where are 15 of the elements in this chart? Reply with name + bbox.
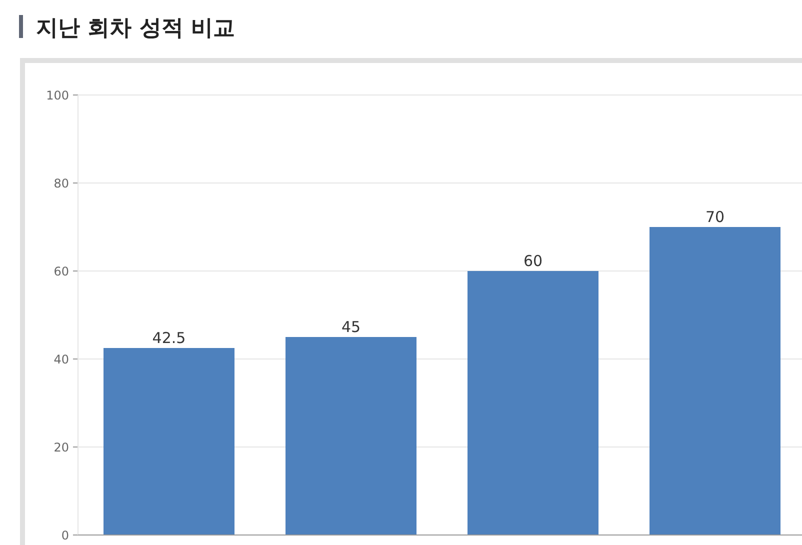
chart-title: 지난 회차 성적 비교 [36,16,235,41]
y-tick-label: 100 [46,88,69,102]
bar [650,227,780,535]
data-label: 45 [341,318,361,336]
data-label: 42.5 [152,329,186,347]
bar [104,348,234,535]
bar [468,271,598,535]
y-tick-label: 40 [54,352,69,366]
y-tick-label: 0 [61,528,69,542]
y-tick-label: 20 [54,440,69,454]
y-tick-label: 80 [54,176,69,190]
bar [286,337,416,535]
y-tick-label: 60 [54,264,69,278]
data-label: 60 [523,252,543,270]
data-label: 70 [705,208,725,226]
